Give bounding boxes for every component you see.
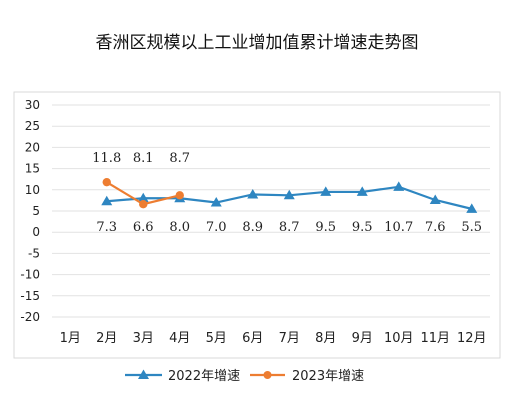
y-tick-label: 25 [25, 119, 40, 133]
data-point [139, 200, 148, 209]
x-tick-label: 9月 [352, 331, 373, 346]
data-point [429, 194, 441, 204]
y-tick-label: -10 [20, 268, 40, 282]
y-tick-label: 0 [32, 225, 40, 239]
legend-marker [138, 369, 149, 379]
data-label: 7.6 [425, 220, 446, 235]
x-tick-label: 10月 [384, 331, 414, 346]
x-tick-label: 12月 [457, 331, 487, 346]
y-tick-label: 30 [25, 98, 40, 112]
data-point [247, 188, 259, 199]
y-axis-ticks: 30 25 20 15 10 5 0 -5 -10 -15 -20 [20, 98, 40, 324]
x-tick-label: 7月 [279, 331, 300, 346]
data-label: 7.0 [206, 220, 227, 235]
data-label: 10.7 [384, 220, 413, 235]
y-tick-label: 15 [25, 162, 40, 176]
legend-label: 2022年增速 [168, 369, 240, 384]
y-tick-label: 10 [25, 183, 40, 197]
x-tick-label: 11月 [420, 331, 450, 346]
data-label: 8.1 [133, 151, 154, 166]
legend-marker [263, 371, 272, 379]
data-labels: 7.3 6.6 8.0 7.0 8.9 8.7 9.5 9.5 10.7 7.6 5.5 11.8 8.… [92, 151, 482, 235]
legend: 2022年增速 2023年增速 [125, 369, 364, 384]
y-tick-label: -5 [28, 246, 40, 260]
data-label: 8.7 [279, 220, 300, 235]
data-label: 8.0 [169, 220, 190, 235]
data-label: 11.8 [92, 151, 121, 166]
y-tick-label: -15 [20, 289, 40, 303]
data-label: 8.7 [169, 151, 190, 166]
data-label: 8.9 [242, 220, 263, 235]
y-tick-label: 5 [32, 204, 40, 218]
data-point [137, 192, 149, 203]
x-tick-label: 2月 [96, 331, 117, 346]
data-label: 9.5 [352, 220, 373, 235]
data-point [102, 177, 111, 187]
data-point [356, 186, 368, 196]
y-tick-label: -20 [20, 310, 40, 324]
data-point [101, 195, 113, 206]
data-point [283, 189, 295, 200]
x-tick-label: 6月 [242, 331, 263, 346]
x-tick-label: 4月 [169, 331, 190, 346]
data-point [393, 181, 405, 191]
legend-label: 2023年增速 [292, 369, 364, 384]
plot-frame [13, 91, 501, 359]
data-label: 9.5 [315, 220, 336, 235]
data-label: 5.5 [461, 220, 482, 235]
x-axis-ticks: 1月 2月 3月 4月 5月 6月 7月 8月 9月 10月 11月 12月 [60, 331, 487, 346]
y-tick-label: 20 [25, 140, 40, 154]
data-point [466, 203, 478, 213]
data-point [320, 186, 332, 196]
x-tick-label: 1月 [60, 331, 81, 346]
data-point [210, 197, 222, 207]
data-point [175, 191, 184, 200]
x-tick-label: 5月 [206, 331, 227, 346]
data-label: 6.6 [133, 220, 154, 235]
x-tick-label: 3月 [133, 331, 154, 346]
data-label: 7.3 [96, 220, 117, 235]
x-tick-label: 8月 [315, 331, 336, 346]
grid-lines [52, 104, 490, 318]
chart-title: 香洲区规模以上工业增加值累计增速走势图 [95, 33, 419, 53]
series-lines [101, 177, 478, 213]
